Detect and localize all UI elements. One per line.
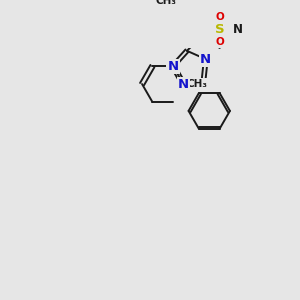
- Text: S: S: [215, 23, 224, 36]
- Text: N: N: [200, 53, 212, 66]
- Text: O: O: [215, 37, 224, 47]
- Text: CH₃: CH₃: [187, 79, 208, 89]
- Text: O: O: [215, 12, 224, 22]
- Text: CH₃: CH₃: [155, 0, 176, 6]
- Text: N: N: [178, 78, 189, 91]
- Text: N: N: [167, 60, 178, 73]
- Text: N: N: [233, 23, 243, 36]
